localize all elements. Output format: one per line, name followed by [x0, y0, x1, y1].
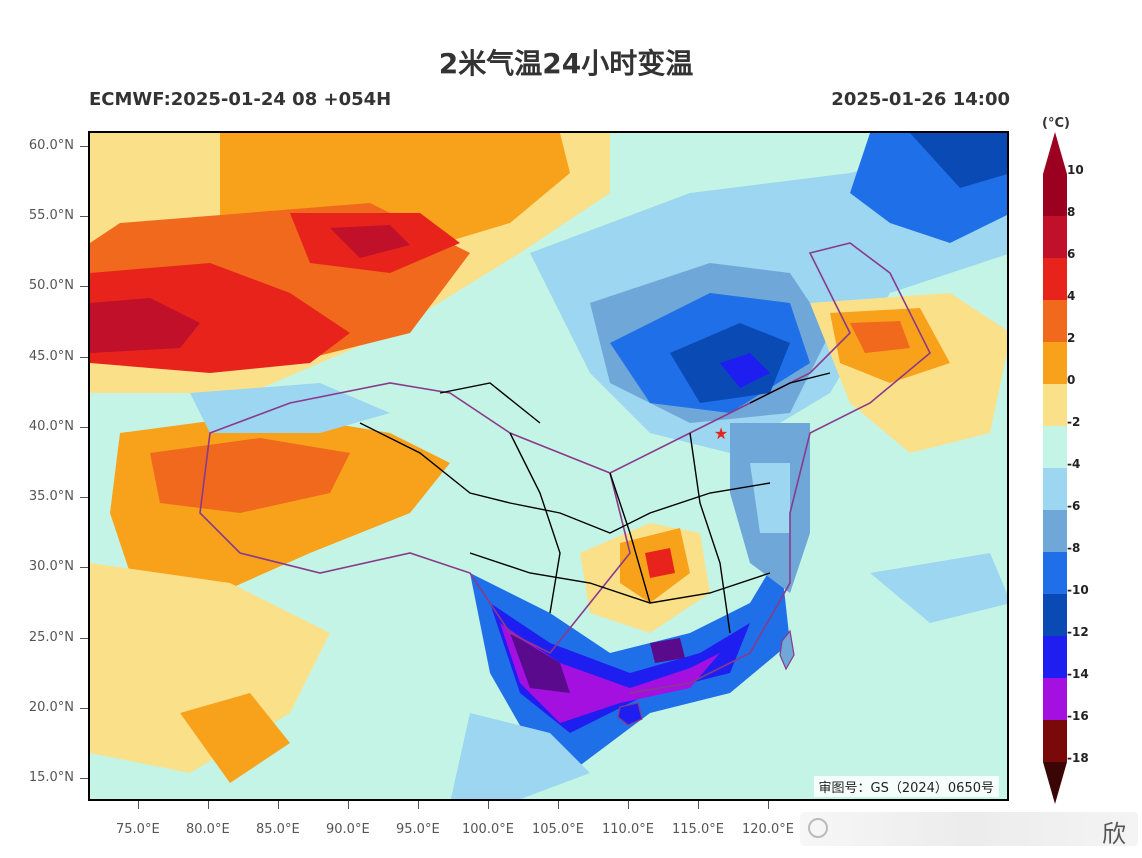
lon-tick [488, 801, 489, 809]
lat-label: 15.0°N [28, 770, 74, 785]
lat-label: 25.0°N [28, 630, 74, 645]
map-area[interactable]: ★ 审图号：GS（2024）0650号 [88, 131, 1009, 801]
lon-label: 105.0°E [532, 822, 584, 837]
lon-label: 110.0°E [602, 822, 654, 837]
lon-label: 80.0°E [186, 822, 230, 837]
colorbar-label: -16 [1067, 709, 1089, 723]
colorbar-segment [1043, 678, 1067, 720]
colorbar-top-cap [1043, 132, 1067, 174]
watermark-text: 欣 [1102, 820, 1126, 848]
lon-label: 90.0°E [326, 822, 370, 837]
map-title: 2米气温24小时变温 [438, 47, 694, 80]
lon-label: 115.0°E [672, 822, 724, 837]
colorbar-segment [1043, 174, 1067, 216]
weibo-logo-icon [808, 818, 828, 838]
temperature-change-map: ★ [90, 133, 1007, 799]
colorbar-label: -2 [1067, 415, 1081, 429]
lat-label: 50.0°N [28, 278, 74, 293]
valid-time-label: 2025-01-26 14:00 [831, 89, 1010, 110]
colorbar-label: -14 [1067, 667, 1089, 681]
lat-label: 40.0°N [28, 419, 74, 434]
colorbar-segment [1043, 384, 1067, 426]
colorbar [1043, 132, 1067, 804]
colorbar-label: -12 [1067, 625, 1089, 639]
lat-tick [80, 286, 88, 287]
colorbar-segment [1043, 300, 1067, 342]
colorbar-label: -8 [1067, 541, 1081, 555]
beijing-star-marker: ★ [714, 424, 728, 443]
lon-tick [418, 801, 419, 809]
colorbar-segment [1043, 468, 1067, 510]
colorbar-segment [1043, 720, 1067, 762]
colorbar-label: -4 [1067, 457, 1081, 471]
lat-label: 55.0°N [28, 208, 74, 223]
lon-tick [558, 801, 559, 809]
lon-tick [138, 801, 139, 809]
lon-label: 100.0°E [462, 822, 514, 837]
map-approval-number: 审图号：GS（2024）0650号 [813, 776, 999, 797]
lon-tick [768, 801, 769, 809]
colorbar-label: -6 [1067, 499, 1081, 513]
colorbar-label: 10 [1067, 163, 1084, 177]
colorbar-segment [1043, 426, 1067, 468]
lat-tick [80, 708, 88, 709]
lat-tick [80, 497, 88, 498]
lon-tick [628, 801, 629, 809]
lat-label: 35.0°N [28, 489, 74, 504]
lon-label: 120.0°E [742, 822, 794, 837]
watermark-overlay [800, 812, 1138, 846]
colorbar-label: 4 [1067, 289, 1076, 303]
lat-tick [80, 778, 88, 779]
lon-tick [278, 801, 279, 809]
lat-tick [80, 427, 88, 428]
colorbar-label: -18 [1067, 751, 1089, 765]
colorbar-segment [1043, 216, 1067, 258]
colorbar-label: -10 [1067, 583, 1089, 597]
colorbar-label: 0 [1067, 373, 1076, 387]
colorbar-label: 6 [1067, 247, 1076, 261]
lat-label: 45.0°N [28, 349, 74, 364]
colorbar-segment [1043, 258, 1067, 300]
colorbar-label: 2 [1067, 331, 1076, 345]
lat-tick [80, 638, 88, 639]
lat-label: 60.0°N [28, 138, 74, 153]
colorbar-unit: (°C) [1042, 116, 1070, 131]
colorbar-segment [1043, 594, 1067, 636]
lon-label: 95.0°E [396, 822, 440, 837]
lon-tick [348, 801, 349, 809]
model-run-label: ECMWF:2025-01-24 08 +054H [89, 89, 392, 110]
lon-label: 85.0°E [256, 822, 300, 837]
lon-tick [698, 801, 699, 809]
lon-tick [208, 801, 209, 809]
colorbar-segment [1043, 636, 1067, 678]
lon-label: 75.0°E [116, 822, 160, 837]
lat-tick [80, 567, 88, 568]
colorbar-segment [1043, 342, 1067, 384]
colorbar-segment [1043, 552, 1067, 594]
lat-label: 20.0°N [28, 700, 74, 715]
lat-tick [80, 216, 88, 217]
lat-tick [80, 146, 88, 147]
colorbar-label: 8 [1067, 205, 1076, 219]
colorbar-segment [1043, 510, 1067, 552]
colorbar-bottom-cap [1043, 762, 1067, 804]
lat-tick [80, 357, 88, 358]
lat-label: 30.0°N [28, 559, 74, 574]
